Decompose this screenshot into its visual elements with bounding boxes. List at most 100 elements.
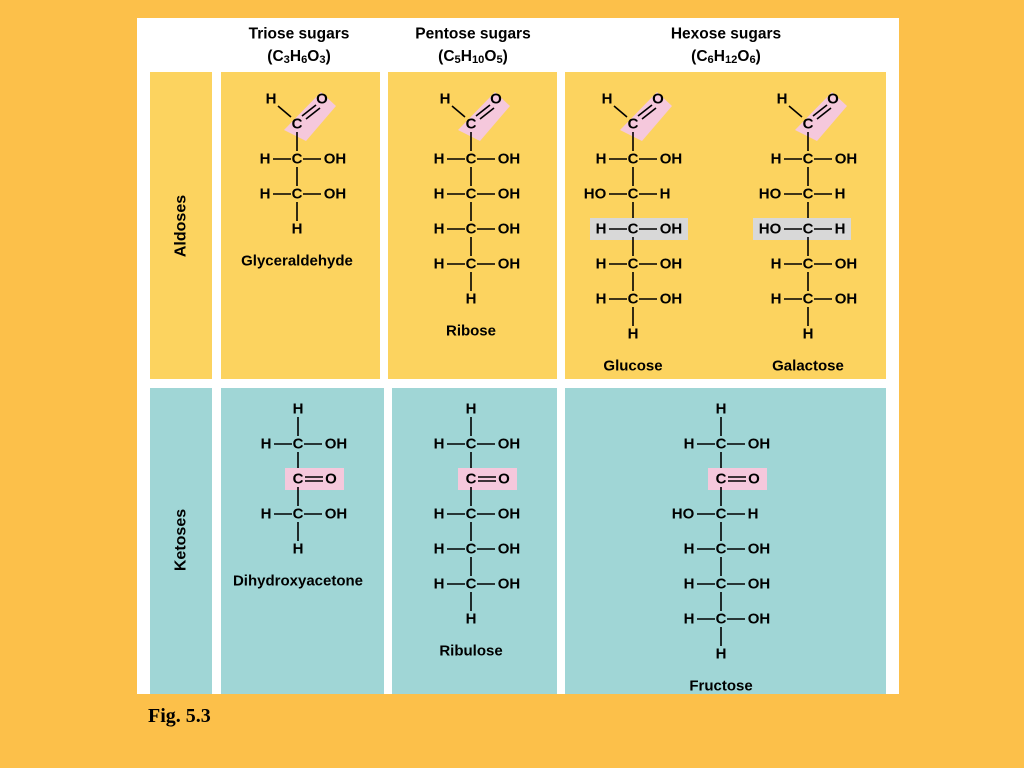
panel-ketose-hexose	[565, 388, 886, 694]
terminal-hydrogen: H	[293, 541, 304, 558]
substituent-right: OH	[325, 506, 348, 523]
bond-line	[613, 105, 628, 118]
bond-line	[816, 107, 832, 120]
carbon-atom: C	[292, 151, 303, 168]
carbonyl-highlight	[458, 468, 517, 490]
row-label-ketoses: Ketoses	[173, 509, 190, 571]
substituent-right: OH	[660, 221, 683, 238]
carbon-atom: C	[716, 576, 727, 593]
substituent-right: OH	[660, 151, 683, 168]
terminal-hydrogen: H	[466, 291, 477, 308]
carbon-atom: C	[628, 291, 639, 308]
carbon-atom: C	[292, 186, 303, 203]
substituent-left: H	[684, 576, 695, 593]
bond-line	[637, 104, 653, 117]
terminal-hydrogen: H	[466, 401, 477, 418]
substituent-right: OH	[660, 291, 683, 308]
bond-line	[475, 104, 491, 117]
substituent-right: OH	[498, 576, 521, 593]
substituent-left: H	[434, 186, 445, 203]
header-hexose: Hexose sugars	[671, 26, 781, 43]
carbon-atom: C	[803, 256, 814, 273]
sugar-name-ribulose: Ribulose	[439, 643, 502, 660]
substituent-left: H	[434, 221, 445, 238]
terminal-hydrogen: H	[293, 401, 304, 418]
carbonyl-oxygen: O	[316, 91, 328, 108]
substituent-left: H	[260, 186, 271, 203]
substituent-left: H	[261, 436, 272, 453]
substituent-left: H	[434, 506, 445, 523]
bond-line	[788, 105, 803, 118]
substituent-right: OH	[498, 221, 521, 238]
substituent-right: OH	[324, 151, 347, 168]
carbon-atom: C	[466, 541, 477, 558]
substituent-right: OH	[498, 186, 521, 203]
sugar-name-glucose: Glucose	[603, 358, 662, 375]
carbon-atom: C	[716, 611, 727, 628]
substituent-left: H	[596, 221, 607, 238]
carbon-atom: C	[628, 256, 639, 273]
carbon-atom: C	[466, 576, 477, 593]
terminal-hydrogen: H	[292, 221, 303, 238]
carbon-atom: C	[803, 151, 814, 168]
panel-ketose-triose	[221, 388, 384, 694]
carbonyl-highlight	[285, 468, 344, 490]
bond-line	[301, 104, 317, 117]
substituent-left: H	[596, 256, 607, 273]
bond-line	[451, 105, 466, 118]
carbonyl-oxygen: O	[652, 91, 664, 108]
bond-line	[277, 105, 292, 118]
carbon-atom: C	[466, 256, 477, 273]
carbon-atom: C	[466, 186, 477, 203]
carbon-atom: C	[803, 221, 814, 238]
carbon-atom: C	[293, 506, 304, 523]
substituent-left: HO	[759, 221, 782, 238]
substituent-left: HO	[672, 506, 695, 523]
header-pentose: Pentose sugars	[415, 26, 530, 43]
substituent-right: OH	[660, 256, 683, 273]
row-label-panel-ketoses	[150, 388, 212, 694]
formula-hexose: (C6H12O6)	[691, 48, 761, 67]
carbon-atom: C	[293, 436, 304, 453]
carbon-atom: C	[466, 436, 477, 453]
carbon-atom: C	[466, 221, 477, 238]
aldehyde-hydrogen: H	[440, 91, 451, 108]
substituent-left: H	[684, 436, 695, 453]
substituent-left: H	[684, 541, 695, 558]
carbonyl-oxygen: O	[827, 91, 839, 108]
substituent-left: H	[434, 151, 445, 168]
substituent-right: OH	[498, 541, 521, 558]
carbon-atom: C	[716, 506, 727, 523]
carbonyl-carbon: C	[466, 116, 477, 133]
carbonyl-carbon: C	[716, 471, 727, 488]
substituent-right: H	[660, 186, 671, 203]
carbon-atom: C	[716, 541, 727, 558]
carbon-atom: C	[716, 436, 727, 453]
panel-ketose-pentose	[392, 388, 557, 694]
carbon-atom: C	[628, 186, 639, 203]
terminal-hydrogen: H	[716, 401, 727, 418]
carbonyl-oxygen: O	[748, 471, 760, 488]
substituent-left: H	[434, 576, 445, 593]
substituent-left: H	[771, 291, 782, 308]
terminal-hydrogen: H	[803, 326, 814, 343]
substituent-right: H	[835, 186, 846, 203]
substituent-right: OH	[325, 436, 348, 453]
substituent-left: HO	[759, 186, 782, 203]
sugar-name-galactose: Galactose	[772, 358, 844, 375]
substituent-right: OH	[835, 151, 858, 168]
terminal-hydrogen: H	[628, 326, 639, 343]
aldehyde-hydrogen: H	[777, 91, 788, 108]
substituent-right: OH	[498, 436, 521, 453]
substituent-left: H	[684, 611, 695, 628]
bond-line	[812, 104, 828, 117]
carbon-atom: C	[628, 221, 639, 238]
substituent-left: H	[596, 151, 607, 168]
substituent-left: H	[260, 151, 271, 168]
terminal-hydrogen: H	[466, 611, 477, 628]
